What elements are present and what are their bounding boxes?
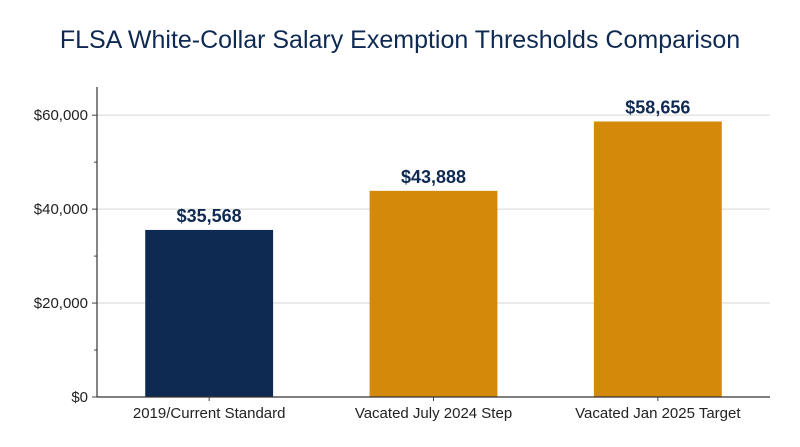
y-tick-label: $0 bbox=[71, 389, 88, 406]
x-category-label: Vacated Jan 2025 Target bbox=[575, 405, 741, 422]
x-category-label: 2019/Current Standard bbox=[133, 405, 286, 422]
y-tick-label: $60,000 bbox=[34, 107, 88, 124]
y-tick-label: $40,000 bbox=[34, 201, 88, 218]
y-tick-label: $20,000 bbox=[34, 295, 88, 312]
bars bbox=[145, 121, 722, 398]
bar bbox=[369, 190, 498, 397]
chart-title: FLSA White-Collar Salary Exemption Thres… bbox=[59, 26, 741, 54]
bar-value-label: $43,888 bbox=[401, 167, 466, 187]
axes bbox=[92, 87, 770, 401]
bar bbox=[593, 121, 722, 398]
x-category-label: Vacated July 2024 Step bbox=[355, 405, 512, 422]
labels: $0 $20,000 $40,000 $60,000 $35,568 2019/Curre… bbox=[34, 97, 742, 422]
bar-value-label: $35,568 bbox=[177, 206, 242, 226]
bar-value-label: $58,656 bbox=[625, 97, 690, 117]
bar bbox=[145, 229, 274, 397]
